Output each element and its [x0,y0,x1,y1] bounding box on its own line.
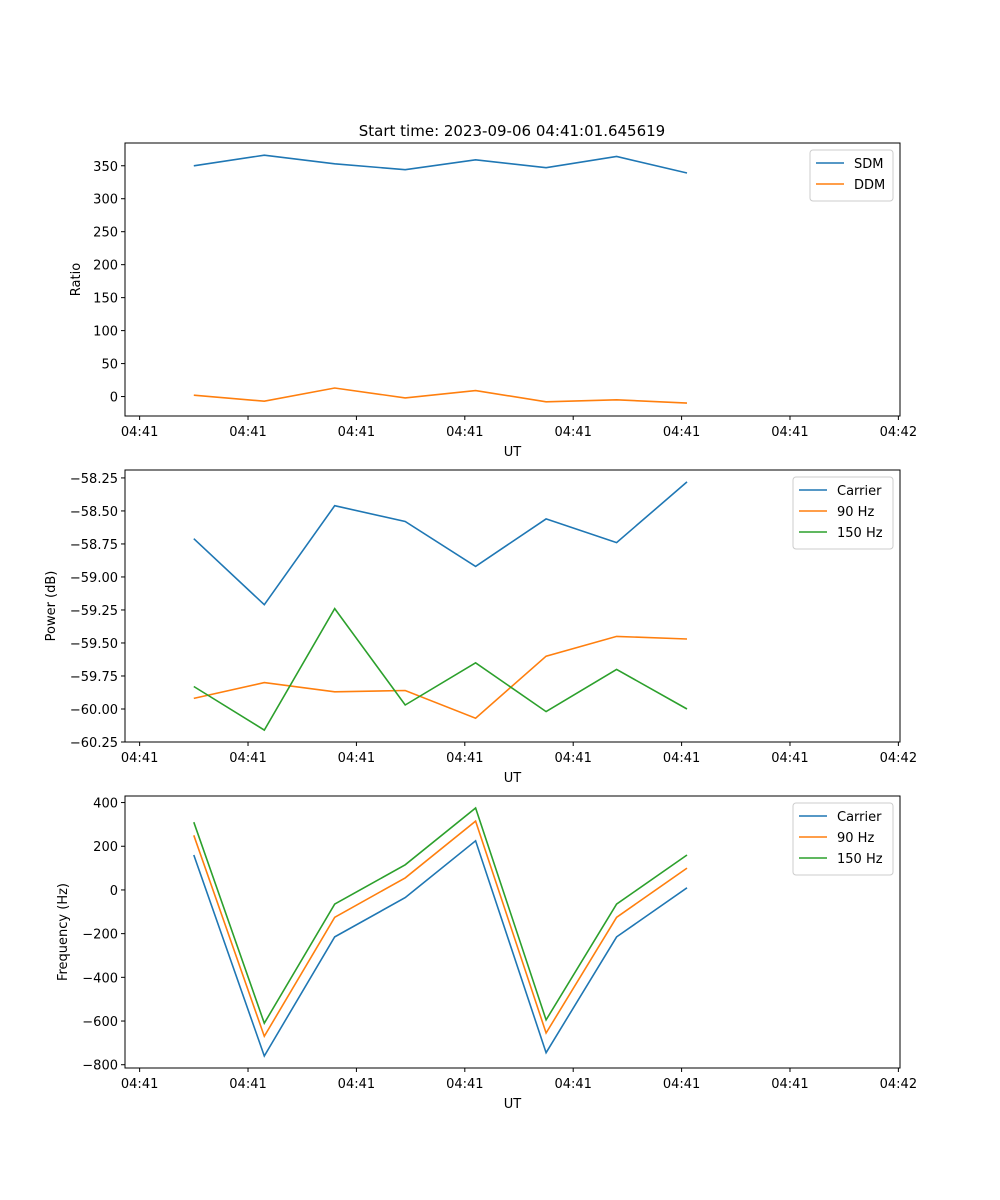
x-tick-label: 04:42 [880,425,917,440]
y-tick-label: −600 [82,1015,118,1030]
y-tick-label: −200 [82,928,118,943]
x-tick-label: 04:41 [771,425,808,440]
y-tick-label: −58.75 [70,538,118,553]
x-tick-label: 04:41 [554,1077,591,1092]
legend: Carrier 90 Hz 150 Hz [792,476,894,550]
y-axis-label: Ratio [69,263,84,296]
legend-label: 150 Hz [837,526,883,541]
x-axis-label: UT [504,1097,522,1112]
x-tick-label: 04:41 [338,1077,375,1092]
x-tick-label: 04:41 [229,751,266,766]
y-tick-label: 0 [110,884,118,899]
series-line-sdm [193,154,688,174]
legend-label: 90 Hz [837,831,874,846]
series-line-150-hz [193,607,688,732]
y-tick-label: −58.25 [70,472,118,487]
x-tick-label: 04:41 [554,751,591,766]
legend: Carrier 90 Hz 150 Hz [792,802,894,876]
y-tick-label: 350 [93,160,118,175]
legend: SDM DDM [809,149,894,202]
power-subplot: 04:41 04:41 04:41 04:41 04:41 04:41 04:41 04:42… [44,469,917,786]
legend-label: DDM [854,178,885,193]
x-tick-label: 04:41 [338,425,375,440]
x-tick-label: 04:41 [771,1077,808,1092]
y-tick-label: −59.50 [70,637,118,652]
y-tick-label: −59.00 [70,571,118,586]
y-tick-label: 100 [93,325,118,340]
series-line-carrier [193,839,688,1058]
x-tick-label: 04:41 [446,1077,483,1092]
y-tick-label: 0 [110,391,118,406]
y-tick-label: 400 [93,797,118,812]
x-tick-label: 04:41 [446,751,483,766]
y-tick-label: −60.00 [70,703,118,718]
y-tick-label: 200 [93,840,118,855]
frequency-subplot: 04:41 04:41 04:41 04:41 04:41 04:41 04:41 04:42… [56,795,917,1112]
x-tick-label: 04:41 [554,425,591,440]
x-tick-label: 04:41 [446,425,483,440]
x-axis-label: UT [504,771,522,786]
x-tick-label: 04:41 [229,425,266,440]
x-tick-label: 04:41 [663,1077,700,1092]
y-axis-label: Frequency (Hz) [56,883,71,981]
legend-label: Carrier [837,810,882,825]
axes-frame [124,142,901,417]
series-line-carrier [193,481,688,606]
legend-label: 90 Hz [837,505,874,520]
y-tick-label: −60.25 [70,736,118,751]
x-tick-label: 04:41 [121,1077,158,1092]
axes-frame [124,469,901,743]
legend-label: Carrier [837,484,882,499]
ratio-subplot: 04:41 04:41 04:41 04:41 04:41 04:41 04:41 04:42… [69,142,917,460]
series-line-ddm [193,387,688,404]
x-tick-label: 04:41 [121,425,158,440]
figure-title: Start time: 2023-09-06 04:41:01.645619 [359,122,665,140]
x-tick-label: 04:42 [880,1077,917,1092]
y-tick-label: −800 [82,1059,118,1074]
x-axis-label: UT [504,445,522,460]
y-tick-label: −59.25 [70,604,118,619]
y-axis-label: Power (dB) [44,571,59,642]
series-line-90-hz [193,635,688,720]
y-tick-label: −58.50 [70,505,118,520]
x-tick-label: 04:41 [338,751,375,766]
y-tick-label: −59.75 [70,670,118,685]
legend-label: SDM [854,157,883,172]
legend-box [792,802,894,876]
x-tick-label: 04:41 [229,1077,266,1092]
x-tick-label: 04:41 [663,751,700,766]
axes-frame [124,795,901,1069]
legend-box [792,476,894,550]
legend-label: 150 Hz [837,852,883,867]
series-line-150-hz [193,806,688,1026]
x-tick-label: 04:42 [880,751,917,766]
y-tick-label: 50 [101,358,118,373]
x-tick-label: 04:41 [663,425,700,440]
y-tick-label: 300 [93,193,118,208]
y-tick-label: 250 [93,226,118,241]
y-tick-label: 150 [93,292,118,307]
series-line-90-hz [193,819,688,1039]
y-tick-label: −400 [82,971,118,986]
y-tick-label: 200 [93,259,118,274]
x-tick-label: 04:41 [771,751,808,766]
x-tick-label: 04:41 [121,751,158,766]
